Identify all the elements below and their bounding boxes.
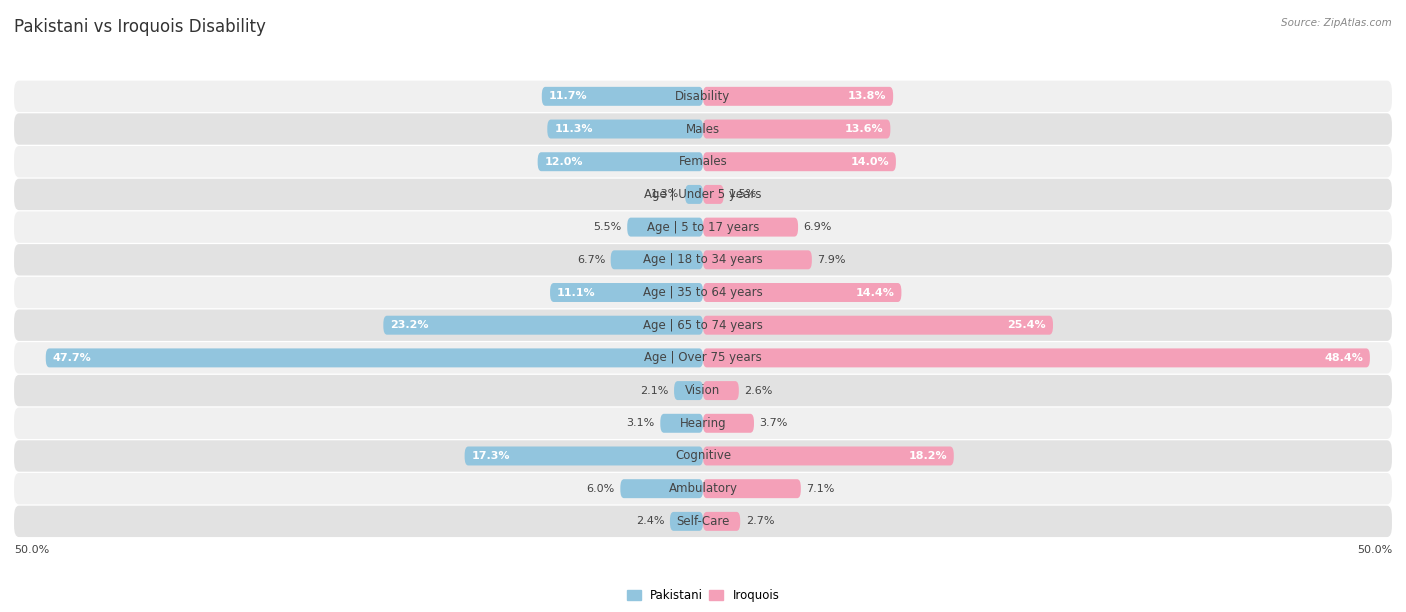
FancyBboxPatch shape [14,113,1392,144]
FancyBboxPatch shape [537,152,703,171]
FancyBboxPatch shape [14,375,1392,406]
FancyBboxPatch shape [661,414,703,433]
Text: 48.4%: 48.4% [1324,353,1362,363]
FancyBboxPatch shape [703,119,890,138]
Text: 50.0%: 50.0% [1357,545,1392,555]
FancyBboxPatch shape [14,408,1392,439]
Text: 17.3%: 17.3% [471,451,510,461]
FancyBboxPatch shape [703,381,738,400]
Text: Source: ZipAtlas.com: Source: ZipAtlas.com [1281,18,1392,28]
Text: Age | 5 to 17 years: Age | 5 to 17 years [647,220,759,234]
Text: 2.1%: 2.1% [640,386,669,395]
Text: 11.1%: 11.1% [557,288,596,297]
Text: Age | 18 to 34 years: Age | 18 to 34 years [643,253,763,266]
Text: 1.3%: 1.3% [651,190,679,200]
Legend: Pakistani, Iroquois: Pakistani, Iroquois [621,584,785,607]
Text: 1.5%: 1.5% [730,190,758,200]
FancyBboxPatch shape [14,211,1392,243]
Text: Hearing: Hearing [679,417,727,430]
Text: Females: Females [679,155,727,168]
Text: 12.0%: 12.0% [544,157,583,166]
Text: Age | Over 75 years: Age | Over 75 years [644,351,762,364]
FancyBboxPatch shape [703,185,724,204]
FancyBboxPatch shape [550,283,703,302]
FancyBboxPatch shape [14,277,1392,308]
FancyBboxPatch shape [703,447,953,466]
Text: 23.2%: 23.2% [391,320,429,330]
Text: 2.6%: 2.6% [744,386,773,395]
Text: 14.0%: 14.0% [851,157,889,166]
Text: Age | 65 to 74 years: Age | 65 to 74 years [643,319,763,332]
Text: 47.7%: 47.7% [52,353,91,363]
Text: Age | Under 5 years: Age | Under 5 years [644,188,762,201]
Text: 3.7%: 3.7% [759,418,787,428]
Text: Age | 35 to 64 years: Age | 35 to 64 years [643,286,763,299]
FancyBboxPatch shape [547,119,703,138]
Text: 7.9%: 7.9% [817,255,846,265]
FancyBboxPatch shape [14,473,1392,504]
Text: 18.2%: 18.2% [908,451,946,461]
Text: 3.1%: 3.1% [627,418,655,428]
FancyBboxPatch shape [703,479,801,498]
FancyBboxPatch shape [669,512,703,531]
Text: 25.4%: 25.4% [1008,320,1046,330]
Text: 6.7%: 6.7% [576,255,605,265]
FancyBboxPatch shape [627,218,703,237]
FancyBboxPatch shape [14,146,1392,177]
FancyBboxPatch shape [46,348,703,367]
FancyBboxPatch shape [703,316,1053,335]
Text: Ambulatory: Ambulatory [668,482,738,495]
Text: Pakistani vs Iroquois Disability: Pakistani vs Iroquois Disability [14,18,266,36]
FancyBboxPatch shape [703,250,811,269]
FancyBboxPatch shape [703,87,893,106]
Text: 11.7%: 11.7% [548,91,588,102]
Text: Males: Males [686,122,720,135]
FancyBboxPatch shape [703,414,754,433]
FancyBboxPatch shape [703,283,901,302]
Text: 6.9%: 6.9% [804,222,832,232]
FancyBboxPatch shape [14,244,1392,275]
FancyBboxPatch shape [14,81,1392,112]
Text: Disability: Disability [675,90,731,103]
FancyBboxPatch shape [703,218,799,237]
FancyBboxPatch shape [384,316,703,335]
FancyBboxPatch shape [14,506,1392,537]
Text: Vision: Vision [685,384,721,397]
Text: 11.3%: 11.3% [554,124,593,134]
FancyBboxPatch shape [14,310,1392,341]
Text: 13.8%: 13.8% [848,91,886,102]
Text: Cognitive: Cognitive [675,449,731,463]
Text: 14.4%: 14.4% [856,288,894,297]
FancyBboxPatch shape [685,185,703,204]
Text: 13.6%: 13.6% [845,124,883,134]
FancyBboxPatch shape [464,447,703,466]
FancyBboxPatch shape [610,250,703,269]
Text: 50.0%: 50.0% [14,545,49,555]
FancyBboxPatch shape [620,479,703,498]
FancyBboxPatch shape [703,348,1369,367]
Text: 2.4%: 2.4% [636,517,665,526]
FancyBboxPatch shape [14,179,1392,210]
FancyBboxPatch shape [703,512,740,531]
Text: 5.5%: 5.5% [593,222,621,232]
Text: 2.7%: 2.7% [745,517,775,526]
Text: 6.0%: 6.0% [586,483,614,494]
FancyBboxPatch shape [14,440,1392,472]
FancyBboxPatch shape [541,87,703,106]
FancyBboxPatch shape [703,152,896,171]
FancyBboxPatch shape [673,381,703,400]
Text: Self-Care: Self-Care [676,515,730,528]
FancyBboxPatch shape [14,342,1392,373]
Text: 7.1%: 7.1% [807,483,835,494]
